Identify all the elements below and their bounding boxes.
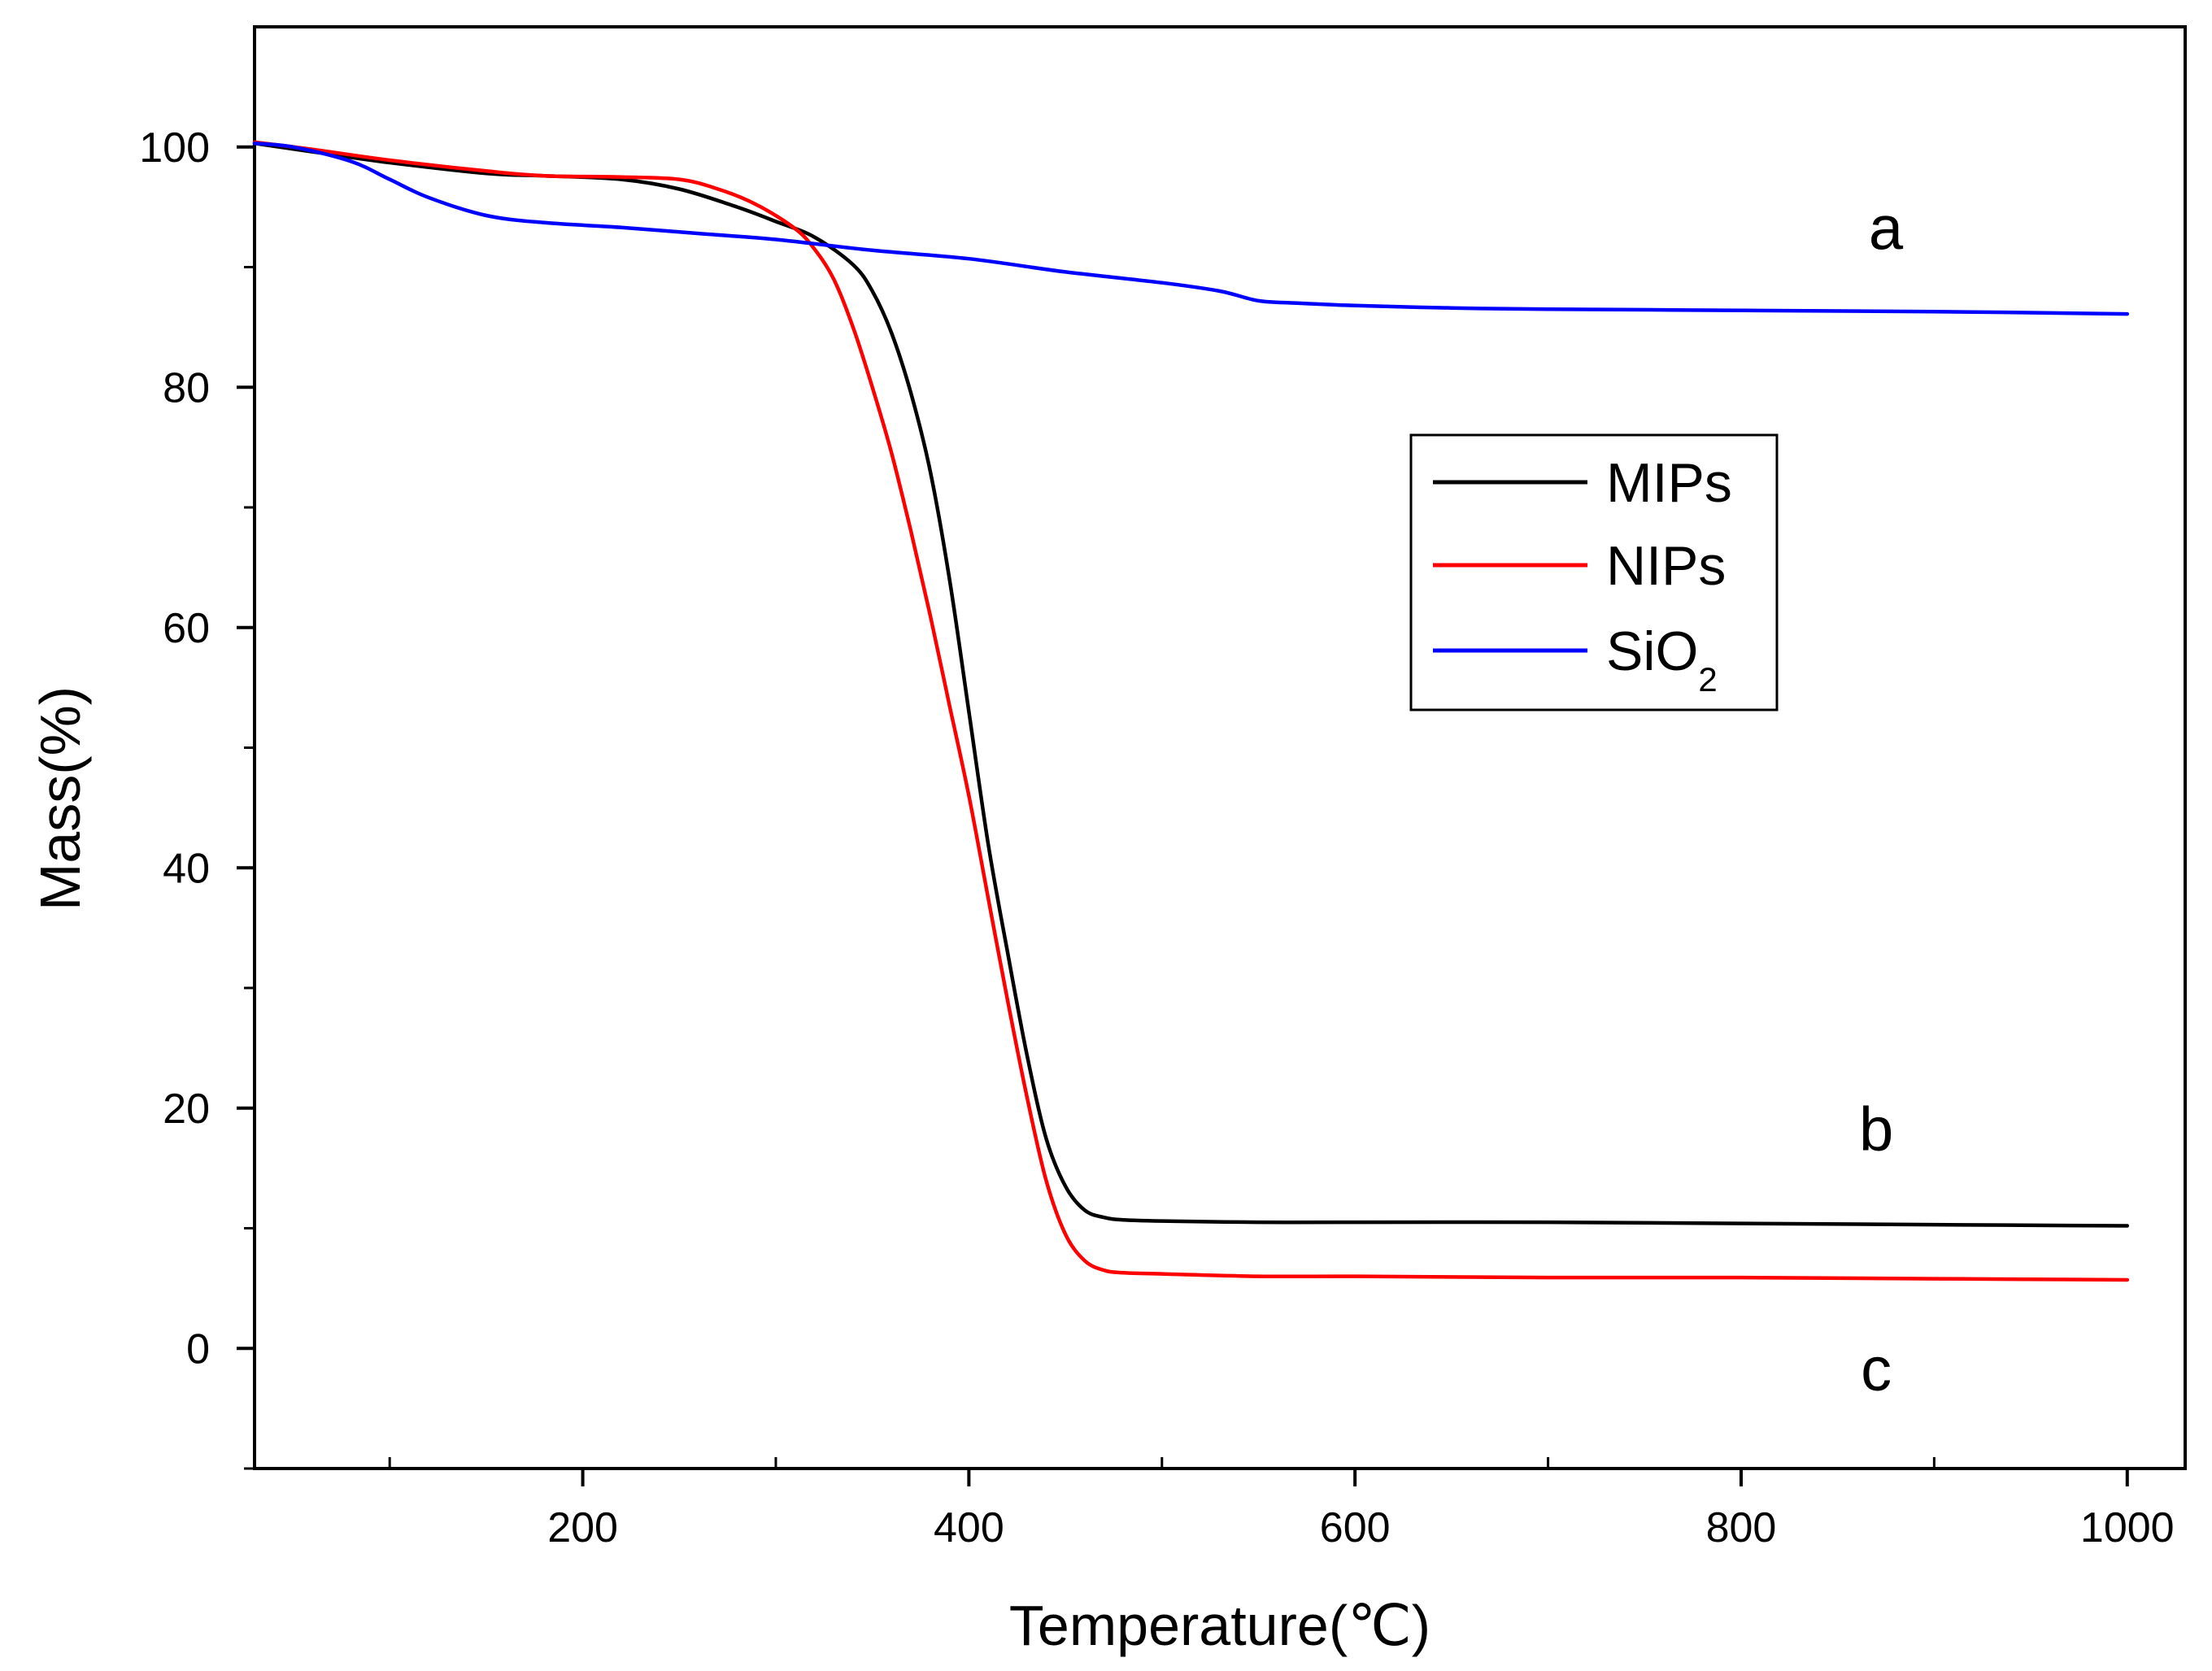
legend-label-sio2-subscript: 2 <box>1698 660 1717 698</box>
legend-label-mips: MIPs <box>1606 452 1732 514</box>
annotation-b: b <box>1859 1094 1893 1164</box>
x-axis-ticks: 200 400 600 800 1000 <box>388 1457 2175 1551</box>
series-line-nips <box>252 140 2130 1282</box>
legend: MIPs NIPs SiO2 <box>1409 433 1779 711</box>
x-tick-label: 600 <box>1320 1504 1391 1551</box>
annotation-c: c <box>1861 1335 1892 1404</box>
x-tick-label: 800 <box>1706 1504 1777 1551</box>
y-tick-label: 80 <box>163 364 210 411</box>
y-axis-ticks: 0 20 40 60 80 100 <box>139 124 255 1470</box>
x-axis-title: Temperature(℃) <box>1009 1594 1430 1657</box>
y-tick-label: 60 <box>163 605 210 652</box>
series-group <box>252 140 2130 1282</box>
series-line-mips <box>252 141 2130 1228</box>
legend-label-sio2-main: SiO <box>1606 620 1698 682</box>
x-tick-label: 200 <box>547 1504 618 1551</box>
x-tick-label: 1000 <box>2080 1504 2175 1551</box>
y-tick-label: 20 <box>163 1086 210 1133</box>
x-tick-label: 400 <box>934 1504 1004 1551</box>
annotation-a: a <box>1869 194 1904 263</box>
y-tick-label: 40 <box>163 845 210 892</box>
y-tick-label: 0 <box>186 1325 210 1373</box>
legend-label-sio2: SiO2 <box>1606 620 1718 698</box>
y-axis-title: Mass(%) <box>28 686 92 911</box>
y-tick-label: 100 <box>139 124 210 172</box>
series-line-sio2 <box>252 141 2130 316</box>
legend-label-nips: NIPs <box>1606 535 1726 597</box>
